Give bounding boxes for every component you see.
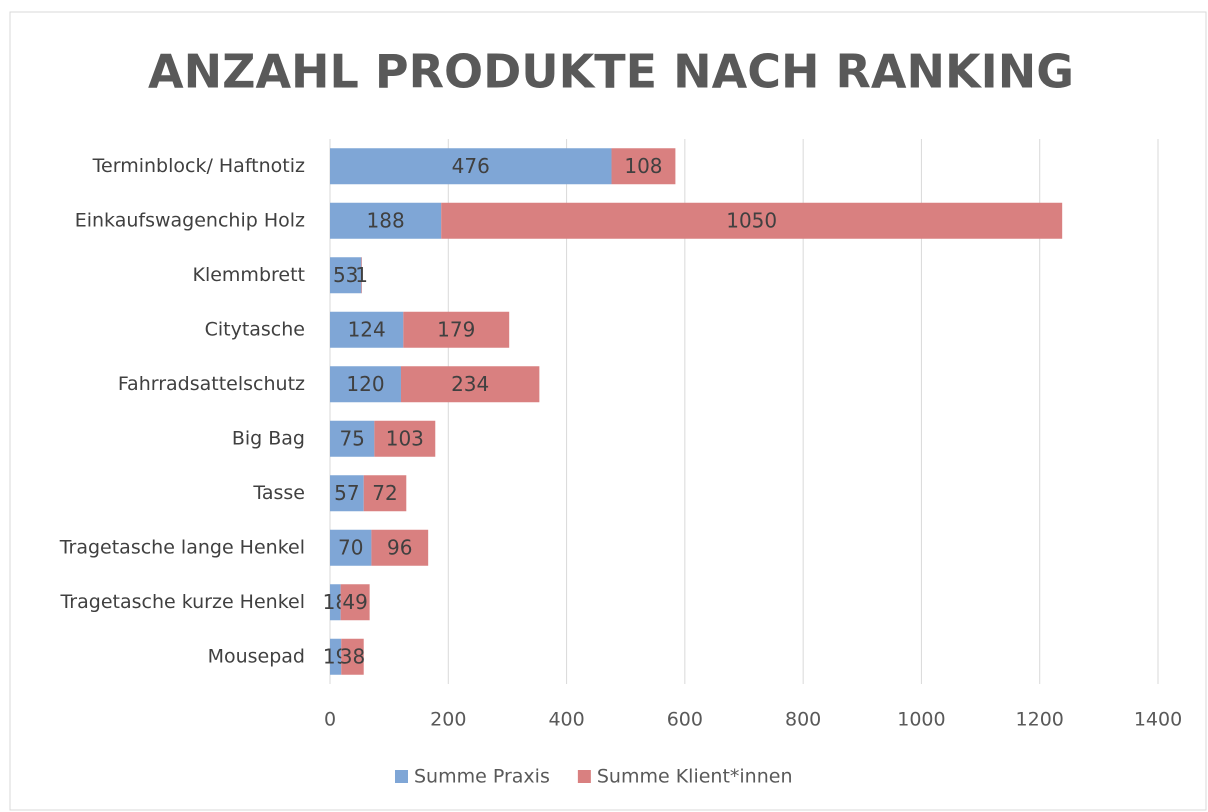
x-tick-label: 400 [548, 709, 584, 731]
bar-segment [361, 257, 362, 294]
x-tick-label: 0 [324, 709, 336, 731]
data-label: 53 [333, 263, 358, 287]
legend-label: Summe Klient*innen [597, 766, 793, 788]
data-label: 72 [372, 481, 397, 505]
bar-segment [400, 366, 540, 403]
y-tick-label: Terminblock/ Haftnotiz [92, 155, 305, 177]
bar-segment [330, 475, 364, 512]
data-label: 75 [339, 426, 364, 450]
y-tick-label: Big Bag [232, 427, 305, 449]
x-tick-label: 1400 [1134, 709, 1182, 731]
bar-segment [330, 366, 401, 403]
data-label: 103 [386, 426, 424, 450]
legend-label: Summe Praxis [414, 766, 550, 788]
y-tick-label: Klemmbrett [193, 264, 306, 286]
data-label: 1 [355, 263, 368, 287]
bar-segment [330, 420, 375, 457]
data-label: 57 [334, 481, 359, 505]
data-label: 188 [367, 208, 405, 232]
bar-segment [330, 311, 404, 348]
y-tick-label: Citytasche [205, 318, 305, 340]
bar-segment [441, 202, 1063, 239]
y-tick-label: Mousepad [208, 645, 305, 667]
data-label: 120 [346, 372, 384, 396]
bar-segment [330, 584, 341, 621]
bar-segment [330, 529, 372, 566]
data-label: 38 [340, 644, 365, 668]
legend-swatch [577, 770, 591, 783]
bar-segment [330, 148, 612, 185]
y-tick-label: Einkaufswagenchip Holz [75, 209, 305, 231]
y-tick-label: Fahrradsattelschutz [118, 373, 305, 395]
y-tick-label: Tragetasche lange Henkel [59, 536, 305, 558]
data-label: 70 [338, 535, 363, 559]
data-label: 124 [348, 317, 386, 341]
chart-border [9, 11, 1207, 811]
x-tick-label: 200 [430, 709, 466, 731]
data-label: 476 [452, 154, 490, 178]
bar-segment [403, 311, 510, 348]
bar-segment [330, 202, 442, 239]
data-label: 234 [451, 372, 489, 396]
bar-segment [611, 148, 676, 185]
chart-title: ANZAHL PRODUKTE NACH RANKING [148, 45, 1074, 99]
y-tick-label: Tragetasche kurze Henkel [59, 591, 305, 613]
bar-segment [330, 257, 362, 294]
data-label: 1050 [726, 208, 777, 232]
bar-segment [363, 475, 407, 512]
legend-swatch [395, 770, 408, 783]
data-label: 179 [437, 317, 475, 341]
x-tick-label: 1200 [1016, 709, 1064, 731]
data-label: 49 [342, 590, 367, 614]
bar-segment [340, 584, 370, 621]
bar-segment [374, 420, 436, 457]
data-label: 96 [387, 535, 412, 559]
bar-segment [341, 638, 364, 675]
data-label: 108 [624, 154, 662, 178]
y-tick-label: Tasse [252, 482, 305, 504]
x-tick-label: 1000 [897, 709, 945, 731]
x-tick-label: 600 [667, 709, 703, 731]
x-tick-label: 800 [785, 709, 821, 731]
bar-segment [371, 529, 429, 566]
bar-segment [330, 638, 342, 675]
